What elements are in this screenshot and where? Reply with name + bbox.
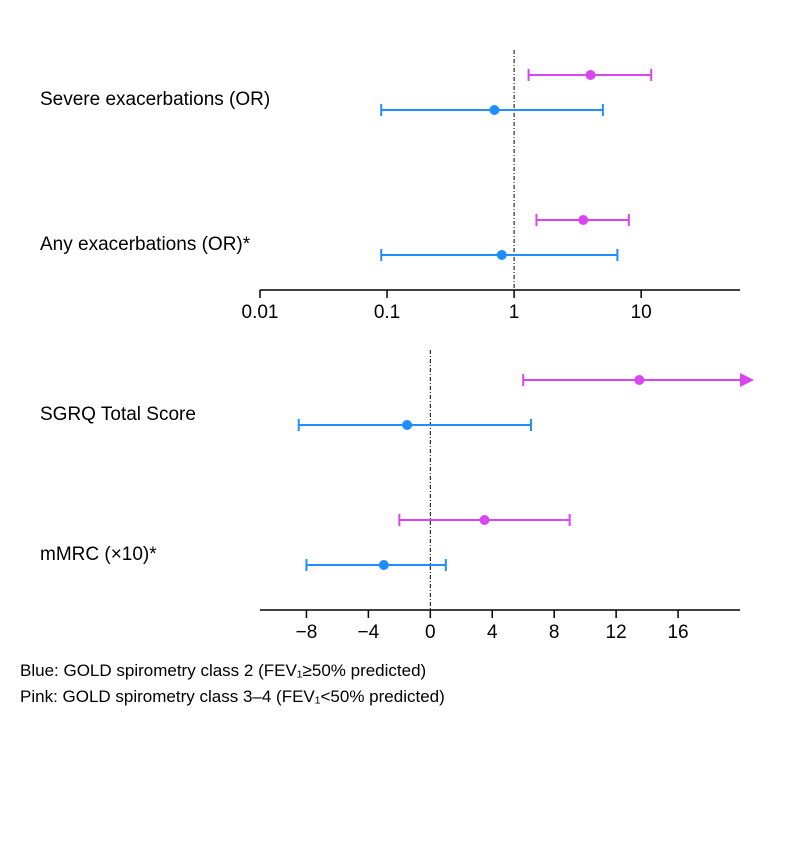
svg-text:4: 4 [487, 622, 498, 643]
svg-text:Severe exacerbations (OR): Severe exacerbations (OR) [40, 89, 270, 110]
svg-text:−8: −8 [296, 622, 318, 643]
svg-text:−4: −4 [358, 622, 380, 643]
svg-text:12: 12 [606, 622, 627, 643]
svg-text:0.01: 0.01 [242, 302, 279, 320]
legend-block: Blue: GOLD spirometry class 2 (FEV₁≥50% … [20, 658, 766, 709]
svg-text:10: 10 [631, 302, 652, 320]
legend-line-pink: Pink: GOLD spirometry class 3–4 (FEV₁<50… [20, 684, 766, 710]
svg-text:0: 0 [425, 622, 436, 643]
svg-text:Estimated effect size: Estimated effect size [413, 648, 588, 650]
svg-text:1: 1 [509, 302, 520, 320]
svg-text:8: 8 [549, 622, 560, 643]
legend-line-blue: Blue: GOLD spirometry class 2 (FEV₁≥50% … [20, 658, 766, 684]
svg-text:mMRC (×10)*: mMRC (×10)* [40, 544, 157, 565]
svg-text:16: 16 [667, 622, 688, 643]
top-panel-svg: 0.010.1110Estimated effect sizeSevere ex… [20, 20, 766, 320]
svg-text:Any exacerbations (OR)*: Any exacerbations (OR)* [40, 234, 251, 255]
bottom-panel-svg: −8 −4 0 4 8 12 16 Estimated effect size SGRQ Tot… [20, 320, 766, 650]
svg-text:SGRQ Total Score: SGRQ Total Score [40, 404, 196, 425]
svg-text:0.1: 0.1 [374, 302, 400, 320]
forest-plot-figure: 0.01 0.1 1 10 Estimated effect size Severe ex… [20, 20, 766, 709]
